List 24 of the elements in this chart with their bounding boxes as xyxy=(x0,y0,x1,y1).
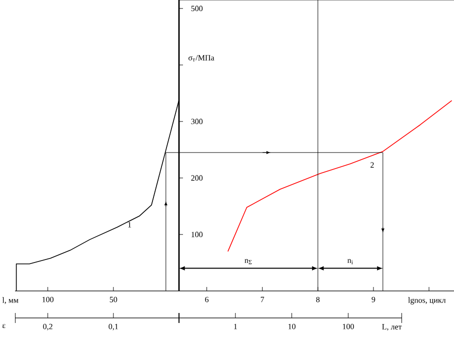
x-tick-label: 9 xyxy=(372,296,376,302)
x-axis-title: l, мм xyxy=(2,297,18,304)
y-tick-label: 200 xyxy=(191,175,203,181)
y-tick-label: 500 xyxy=(191,6,203,12)
x-axis-title: lgnos, цикл xyxy=(408,297,446,304)
series-label: 2 xyxy=(370,162,374,168)
x2-tick-label: 10 xyxy=(288,324,296,330)
x2-tick-label: 0,1 xyxy=(108,324,118,330)
x-tick-label: 8 xyxy=(316,296,320,302)
annotation: n$_{i}$ xyxy=(347,259,353,264)
y-axis-title: σ$_{т}$/МПа xyxy=(188,55,214,62)
x2-tick-label: 1 xyxy=(234,324,237,330)
x-tick-label: 7 xyxy=(260,296,264,302)
y-tick-label: 100 xyxy=(192,232,203,238)
y-tick-label: 300 xyxy=(191,118,203,124)
x2-axis-title: L, лет xyxy=(382,324,402,331)
x-tick-label: 100 xyxy=(42,296,54,302)
x2-tick-label: 100 xyxy=(342,324,354,330)
x2-tick-label: 0,2 xyxy=(43,324,52,330)
x-tick-label: 50 xyxy=(110,296,118,302)
x2-axis-title: ε xyxy=(2,324,6,328)
x-tick-label: 6 xyxy=(205,296,209,302)
annotation: n$_{Σ}$ xyxy=(244,259,252,264)
series-label: 1 xyxy=(128,222,132,228)
